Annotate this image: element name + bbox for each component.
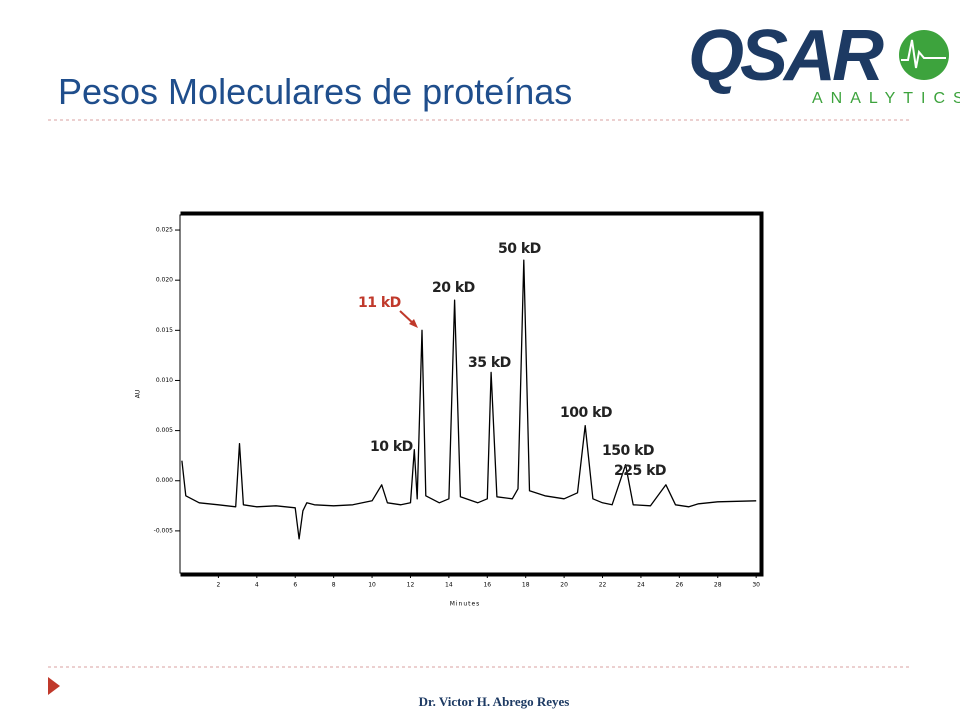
x-tick-label: 20	[560, 582, 568, 589]
x-tick-label: 6	[293, 582, 297, 589]
peak-label: 11 kD	[358, 295, 401, 311]
y-tick-label: 0.025	[156, 227, 173, 234]
x-axis-label: Minutes	[450, 601, 481, 608]
y-tick-label: -0.005	[154, 527, 174, 534]
arrow-head	[409, 319, 418, 328]
peak-label: 35 kD	[468, 355, 511, 371]
x-tick-label: 4	[255, 582, 259, 589]
x-tick-label: 26	[676, 582, 684, 589]
y-tick-label: 0.010	[156, 377, 173, 384]
logo-wave	[901, 39, 946, 69]
logo-sub: ANALYTICS	[812, 90, 960, 107]
x-tick-label: 12	[407, 582, 415, 589]
x-tick-label: 10	[368, 582, 376, 589]
slide-title: Pesos Moleculares de proteínas	[58, 71, 572, 112]
x-tick-label: 8	[332, 582, 336, 589]
peak-label: 20 kD	[432, 280, 475, 296]
peak-label: 225 kD	[614, 463, 666, 479]
y-tick-label: 0.020	[156, 277, 173, 284]
bullet	[48, 677, 60, 695]
x-tick-label: 14	[445, 582, 453, 589]
trace	[181, 259, 757, 540]
x-tick-label: 2	[216, 582, 220, 589]
plot-frame	[179, 214, 761, 574]
x-tick-label: 30	[752, 582, 760, 589]
x-tick-label: 24	[637, 582, 645, 589]
peak-label: 100 kD	[560, 405, 612, 421]
y-tick-label: 0.005	[156, 427, 173, 434]
x-tick-label: 16	[483, 582, 491, 589]
y-tick-label: 0.000	[156, 477, 173, 484]
logo-circle	[899, 30, 949, 80]
peak-label: 150 kD	[602, 443, 654, 459]
y-axis-label: AU	[135, 390, 142, 399]
footer: Dr. Victor H. Abrego Reyes	[419, 694, 570, 709]
peak-label: 10 kD	[370, 439, 413, 455]
y-tick-label: 0.015	[156, 327, 173, 334]
peak-label: 50 kD	[498, 241, 541, 257]
x-tick-label: 18	[522, 582, 530, 589]
x-tick-label: 28	[714, 582, 722, 589]
logo-main: QSAR	[688, 16, 884, 96]
x-tick-label: 22	[599, 582, 607, 589]
